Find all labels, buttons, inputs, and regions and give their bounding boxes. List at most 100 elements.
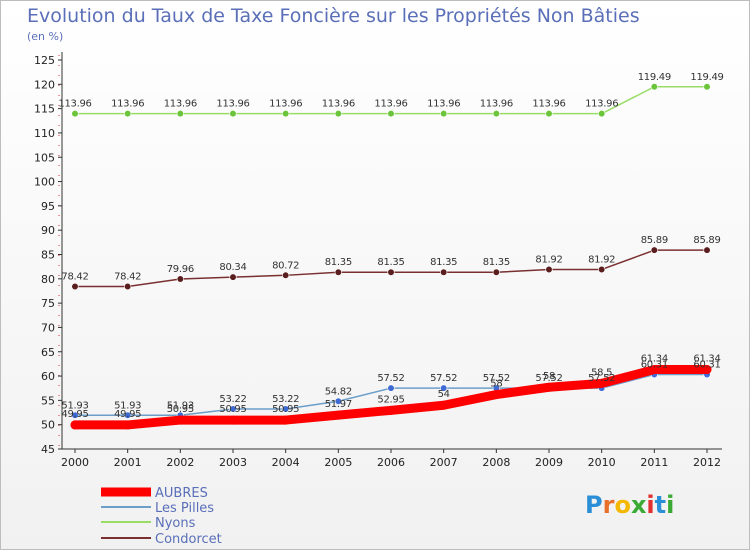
data-point bbox=[650, 83, 658, 91]
data-label: 113.96 bbox=[480, 99, 513, 110]
data-label: 81.92 bbox=[588, 254, 615, 265]
data-label: 79.96 bbox=[167, 264, 194, 275]
data-point bbox=[703, 246, 711, 254]
data-label: 81.35 bbox=[430, 257, 457, 268]
data-point bbox=[491, 390, 501, 400]
data-point bbox=[229, 405, 237, 413]
y-tick-label: 50 bbox=[41, 419, 55, 432]
data-point bbox=[439, 400, 449, 410]
y-tick-label: 115 bbox=[34, 103, 55, 116]
data-point bbox=[440, 110, 448, 118]
data-label: 53.22 bbox=[219, 394, 246, 405]
x-tick-label: 2007 bbox=[430, 456, 458, 469]
logo-letter: o bbox=[614, 491, 631, 519]
logo-letter: P bbox=[585, 491, 603, 519]
data-point bbox=[282, 405, 290, 413]
y-tick-label: 110 bbox=[34, 127, 55, 140]
data-point bbox=[334, 268, 342, 276]
data-point bbox=[702, 365, 712, 375]
y-tick-label: 105 bbox=[34, 151, 55, 164]
data-label: 113.96 bbox=[216, 99, 249, 110]
x-tick-label: 2008 bbox=[482, 456, 510, 469]
data-point bbox=[650, 246, 658, 254]
data-point bbox=[124, 282, 132, 291]
data-point bbox=[333, 410, 343, 420]
data-label: 49.95 bbox=[61, 409, 88, 420]
data-label: 113.96 bbox=[585, 99, 618, 110]
data-label: 58.5 bbox=[591, 367, 612, 378]
legend-label: Les Pilles bbox=[155, 501, 214, 516]
data-label: 57.52 bbox=[535, 373, 562, 384]
y-tick-label: 125 bbox=[34, 54, 55, 67]
data-label: 57.52 bbox=[588, 373, 615, 384]
data-point bbox=[545, 265, 553, 274]
data-label: 51.97 bbox=[325, 399, 352, 410]
data-label: 50.95 bbox=[272, 404, 299, 415]
data-point bbox=[386, 405, 396, 415]
y-tick-label: 75 bbox=[41, 297, 55, 310]
data-labels: 113.96 113.96 113.96 113.96 113.96 113.96 113.… bbox=[58, 72, 724, 420]
data-point bbox=[229, 273, 237, 281]
proxiti-logo: Proxiti bbox=[585, 491, 674, 519]
data-label: 113.96 bbox=[322, 99, 355, 110]
y-tick-label: 65 bbox=[41, 346, 55, 359]
data-label: 57.52 bbox=[483, 373, 510, 384]
x-tick-label: 2002 bbox=[166, 456, 194, 469]
data-label: 78.42 bbox=[114, 271, 141, 282]
data-point bbox=[123, 420, 133, 430]
data-label: 61.34 bbox=[641, 354, 668, 365]
y-tick-label: 90 bbox=[41, 224, 55, 237]
data-label: 113.96 bbox=[532, 99, 565, 110]
y-tick-label: 45 bbox=[41, 443, 55, 456]
x-tick-label: 2000 bbox=[61, 456, 89, 469]
x-tick-label: 2011 bbox=[640, 456, 668, 469]
data-point bbox=[545, 110, 553, 118]
data-point bbox=[387, 384, 395, 392]
data-point bbox=[71, 282, 79, 291]
data-point bbox=[282, 110, 290, 118]
data-point bbox=[598, 265, 606, 274]
data-point bbox=[176, 110, 184, 118]
data-label: 113.96 bbox=[58, 99, 91, 110]
y-tick-label: 55 bbox=[41, 394, 55, 407]
y-tick-label: 100 bbox=[34, 176, 55, 189]
data-label: 57.52 bbox=[430, 373, 457, 384]
data-label: 58 bbox=[543, 371, 555, 382]
data-point bbox=[387, 110, 395, 118]
data-point bbox=[71, 110, 79, 118]
data-label: 60.31 bbox=[641, 360, 668, 371]
data-label: 60.31 bbox=[693, 360, 720, 371]
logo-letter: i bbox=[666, 491, 674, 519]
data-label: 113.96 bbox=[269, 99, 302, 110]
data-point bbox=[228, 415, 238, 425]
data-label: 113.96 bbox=[427, 99, 460, 110]
data-point bbox=[492, 110, 500, 118]
data-label: 50.95 bbox=[167, 404, 194, 415]
x-tick-label: 2003 bbox=[219, 456, 247, 469]
data-label: 57.52 bbox=[377, 373, 404, 384]
data-label: 78.42 bbox=[61, 271, 88, 282]
x-tick-label: 2006 bbox=[377, 456, 405, 469]
data-point bbox=[440, 384, 448, 392]
data-point bbox=[334, 110, 342, 118]
x-tick-label: 2004 bbox=[272, 456, 300, 469]
data-label: 61.34 bbox=[693, 354, 720, 365]
data-point bbox=[334, 397, 342, 405]
data-label: 58 bbox=[490, 379, 502, 390]
data-point bbox=[649, 365, 659, 375]
data-point bbox=[544, 382, 554, 392]
y-tick-label: 70 bbox=[41, 321, 55, 334]
data-point bbox=[282, 271, 290, 279]
data-label: 52.95 bbox=[377, 394, 404, 405]
data-label: 80.72 bbox=[272, 260, 299, 271]
data-point bbox=[598, 110, 606, 118]
data-label: 51.93 bbox=[61, 400, 88, 411]
data-label: 81.35 bbox=[483, 257, 510, 268]
x-tick-label: 2005 bbox=[324, 456, 352, 469]
data-label: 113.96 bbox=[374, 99, 407, 110]
data-label: 85.89 bbox=[641, 235, 668, 246]
logo-letter: r bbox=[603, 491, 615, 519]
y-tick-label: 60 bbox=[41, 370, 55, 383]
x-tick-label: 2001 bbox=[114, 456, 142, 469]
data-label: 50.95 bbox=[219, 404, 246, 415]
